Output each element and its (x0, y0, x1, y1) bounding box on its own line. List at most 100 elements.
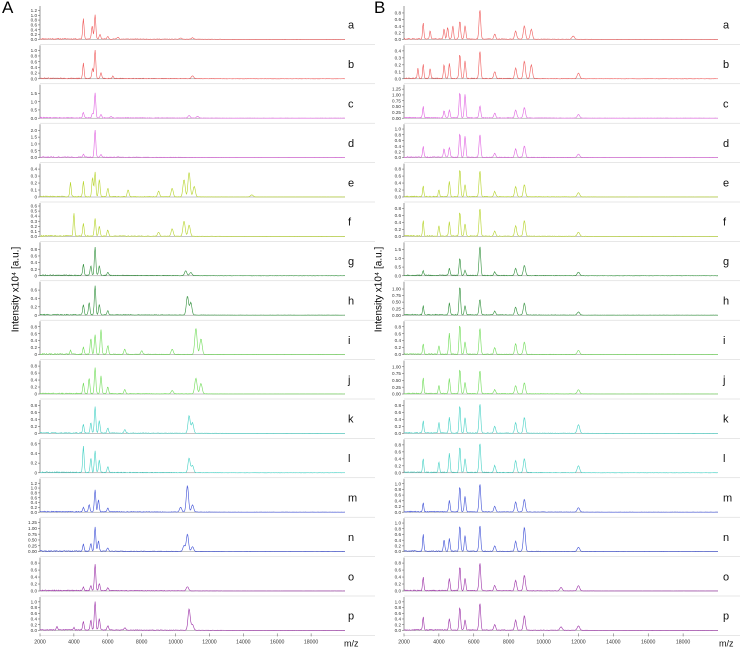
x-tick-label: 16000 (641, 639, 656, 645)
y-tick-label: 0.0 (395, 431, 402, 436)
y-tick-label: 0.8 (31, 324, 38, 329)
y-tick-label: 0.6 (31, 611, 38, 616)
y-tick-label: 0.1 (31, 188, 38, 193)
spectrum-trace-o (403, 563, 718, 592)
y-tick-label: 0.6 (31, 371, 38, 376)
y-tick-label: 0.8 (395, 442, 402, 447)
y-tick-label: 0.0 (31, 76, 38, 81)
y-tick-label: 0.00 (392, 116, 401, 121)
y-tick-label: 0.2 (31, 622, 38, 627)
y-tick-label: 0.0 (395, 549, 402, 554)
y-tick-label: 0.2 (31, 181, 38, 186)
y-tick-label: 0.4 (31, 500, 38, 505)
y-tick-label: 0.5 (31, 148, 38, 153)
y-tick-label: 0.2 (31, 582, 38, 587)
y-tick-label: 0.6 (31, 495, 38, 500)
y-tick-label: 1.00 (392, 287, 401, 292)
y-tick-label: 1.00 (392, 364, 401, 369)
y-tick-label: 1.5 (31, 91, 38, 96)
y-tick-label: 0.4 (395, 48, 402, 53)
y-tick-label: 0.5 (31, 108, 38, 113)
y-tick-label: 0.00 (28, 549, 37, 554)
spectrum-trace-j (39, 367, 346, 395)
y-tick-label: 0.2 (395, 504, 402, 509)
spectrum-trace-f (39, 213, 345, 237)
x-tick-label: 12000 (571, 639, 586, 645)
y-tick-label: 0.2 (395, 227, 402, 232)
panel-label-b: B (374, 0, 386, 17)
y-tick-label: 1.0 (31, 486, 38, 491)
spectrum-trace-p (39, 601, 346, 631)
y-tick-label: 0 (34, 273, 37, 278)
y-tick-label: 0.6 (395, 138, 402, 143)
sample-label-o: o (723, 571, 729, 583)
y-tick-label: 0.6 (31, 23, 38, 28)
y-tick-label: 0.2 (31, 267, 38, 272)
sample-label-h: h (723, 296, 729, 308)
y-tick-label: 0.4 (31, 260, 38, 265)
y-tick-label: 0.0 (31, 628, 38, 633)
y-tick-label: 0.0 (31, 234, 38, 239)
spectrum-trace-i (403, 325, 719, 355)
y-tick-label: 0.2 (31, 304, 38, 309)
y-tick-label: 0.8 (31, 403, 38, 408)
y-tick-label: 0.6 (31, 288, 38, 293)
y-tick-label: 0.4 (31, 296, 38, 301)
y-tick-label: 0.6 (31, 331, 38, 336)
y-tick-label: 0.6 (395, 410, 402, 415)
x-tick-label: 8000 (503, 639, 515, 645)
y-tick-label: 0.75 (392, 371, 401, 376)
spectrum-trace-g (403, 246, 719, 277)
sample-label-p: p (723, 611, 729, 623)
y-tick-label: 0.8 (395, 324, 402, 329)
sample-label-n: n (348, 532, 354, 544)
y-tick-label: 0.4 (31, 617, 38, 622)
y-tick-label: 0.2 (395, 424, 402, 429)
x-tick-label: 4000 (68, 639, 80, 645)
y-tick-label: 0.75 (392, 98, 401, 103)
y-tick-label: 0.4 (31, 65, 38, 70)
y-tick-label: 0.6 (395, 493, 402, 498)
y-tick-label: 1.0 (395, 599, 402, 604)
y-tick-label: 0.0 (395, 273, 402, 278)
y-tick-label: 0.2 (31, 71, 38, 76)
y-tick-label: 0.8 (31, 54, 38, 59)
y-tick-label: 0.4 (395, 538, 402, 543)
y-tick-label: 1.0 (395, 521, 402, 526)
sample-label-e: e (348, 177, 354, 189)
y-tick-label: 0.25 (28, 543, 37, 548)
y-tick-label: 0.8 (31, 247, 38, 252)
sample-label-a: a (348, 20, 355, 32)
y-tick-label: 0.4 (31, 27, 38, 32)
spectrum-trace-f (403, 208, 719, 237)
y-tick-label: 0.4 (31, 167, 38, 172)
sample-label-b: b (723, 59, 729, 71)
x-tick-label: 12000 (202, 639, 217, 645)
y-tick-label: 0.4 (395, 144, 402, 149)
spectrum-trace-a (403, 10, 719, 40)
sample-label-f: f (348, 217, 352, 229)
y-tick-label: 0.6 (395, 17, 402, 22)
y-tick-label: 0.0 (395, 470, 402, 475)
y-tick-label: 0.8 (395, 206, 402, 211)
y-tick-label: 0.8 (395, 561, 402, 566)
sample-label-c: c (348, 99, 354, 111)
y-tick-label: 0.50 (392, 300, 401, 305)
sample-label-g: g (348, 256, 354, 268)
spectrum-trace-g (39, 247, 346, 277)
y-tick-label: 1.0 (31, 142, 38, 147)
y-tick-label: 0.0 (395, 589, 402, 594)
y-tick-label: 0.75 (392, 293, 401, 298)
y-tick-label: 0.2 (31, 385, 38, 390)
y-tick-label: 1.00 (28, 526, 37, 531)
y-tick-label: 0.50 (392, 378, 401, 383)
sample-label-c: c (723, 99, 729, 111)
y-tick-label: 1.5 (395, 247, 402, 252)
y-tick-label: 0.0 (31, 589, 38, 594)
sample-label-d: d (723, 138, 729, 150)
y-tick-label: 0.0 (31, 155, 38, 160)
y-tick-label: 0.8 (395, 487, 402, 492)
x-tick-label: 6000 (102, 639, 114, 645)
spectrum-trace-p (403, 603, 719, 631)
y-tick-label: 0.2 (31, 32, 38, 37)
